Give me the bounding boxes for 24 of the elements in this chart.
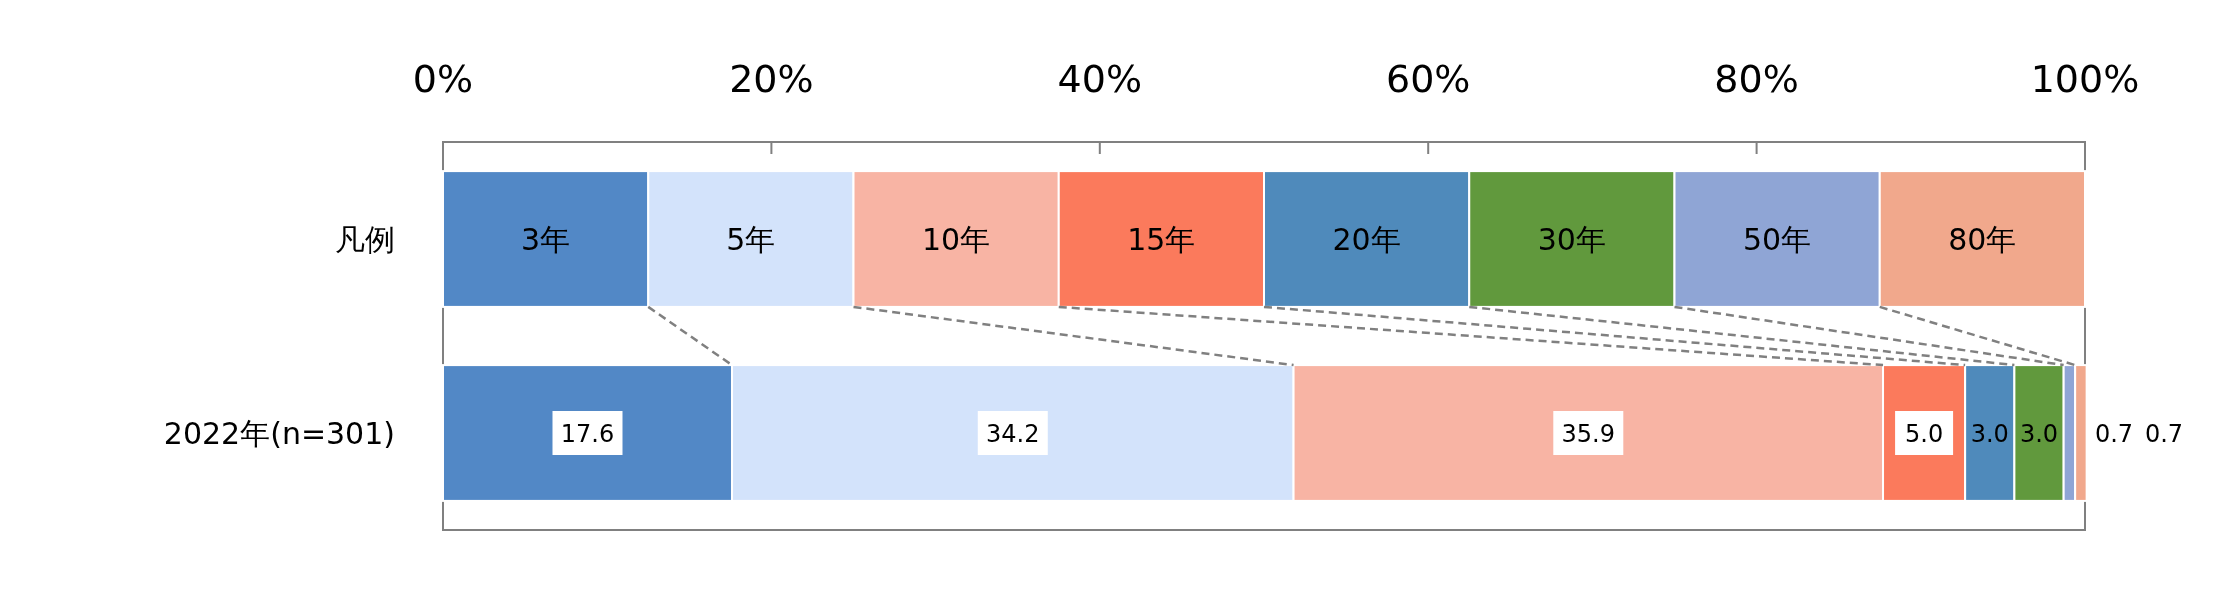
- series-label: 80年: [1948, 222, 2017, 257]
- data-label: 17.6: [560, 420, 615, 448]
- series-label: 30年: [1537, 222, 1606, 257]
- data-label: 3.0: [1970, 420, 2009, 448]
- data-label: 34.2: [986, 420, 1040, 448]
- data-label: 0.7: [2144, 420, 2184, 448]
- data-label: 5.0: [1905, 420, 1944, 448]
- series-label: 3年: [521, 222, 571, 257]
- data-label: 0.7: [2094, 420, 2134, 448]
- data-label: 3.0: [2019, 420, 2059, 448]
- x-tick-label: 40%: [1057, 57, 1143, 101]
- x-tick-label: 0%: [412, 57, 474, 101]
- series-label: 5年: [726, 222, 776, 257]
- y-tick-label: 2022年(n=301): [163, 416, 395, 451]
- series-label: 50年: [1743, 222, 1812, 257]
- x-tick-label: 20%: [729, 57, 814, 101]
- series-label: 20年: [1332, 222, 1401, 257]
- x-tick-label: 60%: [1385, 57, 1471, 101]
- series-label: 10年: [922, 222, 991, 257]
- x-tick-label: 80%: [1714, 57, 1799, 101]
- data-label: 35.9: [1561, 420, 1616, 448]
- series-label: 15年: [1127, 222, 1196, 257]
- y-tick-label: 凡例: [335, 222, 395, 257]
- x-tick-label: 100%: [2030, 57, 2140, 101]
